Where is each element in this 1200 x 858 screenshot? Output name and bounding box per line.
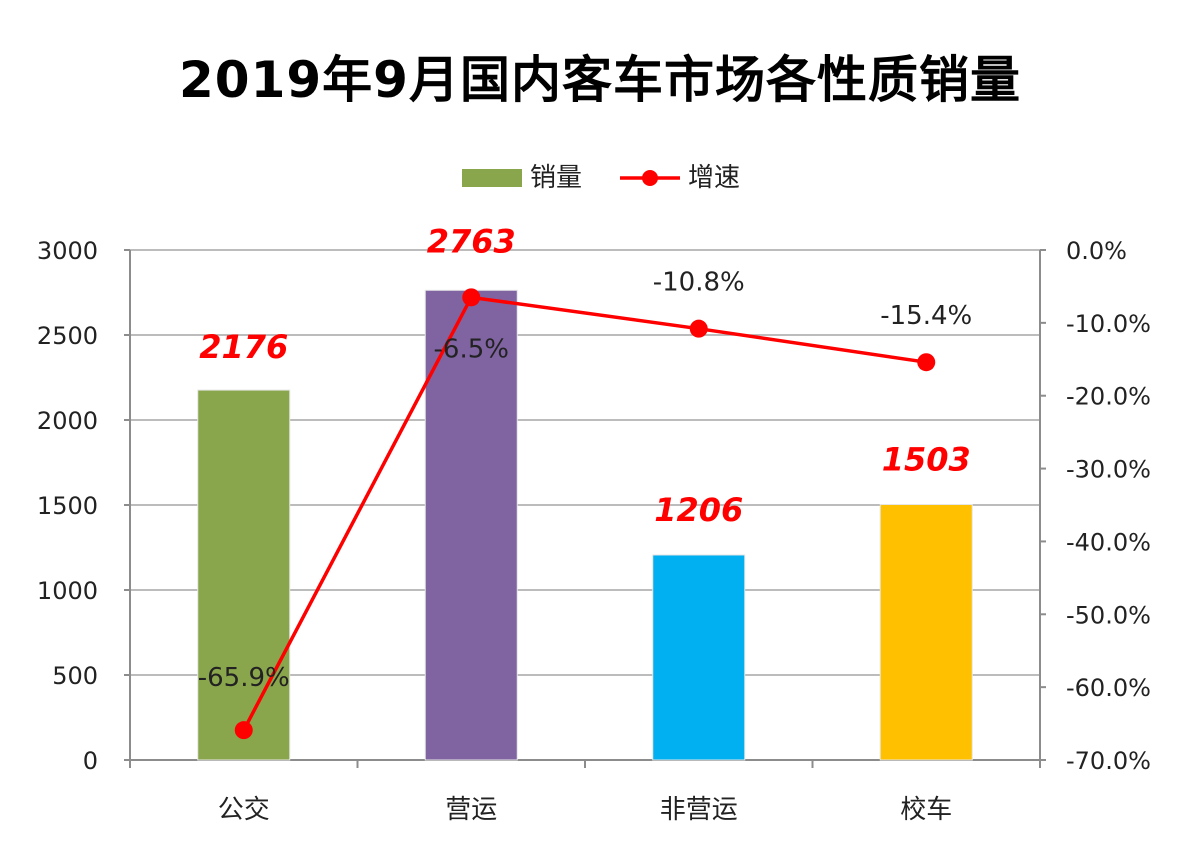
bar-value-label: 1503	[882, 440, 971, 478]
growth-point	[689, 319, 708, 338]
data-labels: 2176 2763 1206 1503 -65.9% -6.5% -10.8% -15.4%	[198, 222, 972, 693]
left-tick-label: 2000	[37, 407, 98, 435]
growth-point	[462, 288, 481, 307]
left-tick-label: 2500	[37, 322, 98, 350]
growth-value-label: -15.4%	[880, 301, 972, 331]
x-tick-label: 公交	[218, 795, 270, 825]
growth-point	[234, 721, 253, 740]
bar	[424, 289, 518, 761]
left-tick-label: 1000	[37, 577, 98, 605]
right-tick-label: -50.0%	[1066, 601, 1151, 629]
right-tick-label: -20.0%	[1066, 383, 1151, 411]
bar	[879, 503, 973, 761]
right-tick-label: -60.0%	[1066, 674, 1151, 702]
bar-value-label: 1206	[654, 491, 743, 529]
left-tick-label: 500	[52, 662, 98, 690]
x-tick-label: 校车	[900, 795, 952, 825]
left-tick-label: 1500	[37, 492, 98, 520]
bar	[197, 389, 291, 761]
growth-line	[242, 295, 927, 731]
growth-value-label: -65.9%	[198, 663, 290, 693]
x-tick-label: 非营运	[660, 795, 738, 825]
legend-swatch-dot	[642, 170, 658, 186]
right-tick-label: -10.0%	[1066, 310, 1151, 338]
bar-series	[197, 289, 973, 761]
right-tick-label: -40.0%	[1066, 528, 1151, 556]
chart-title: 2019年9月国内客车市场各性质销量	[179, 51, 1021, 109]
bar-value-label: 2763	[427, 222, 516, 260]
x-tick-label: 营运	[445, 795, 497, 825]
bar-value-label: 2176	[199, 328, 288, 366]
left-tick-label: 0	[83, 747, 98, 775]
growth-point	[917, 353, 936, 372]
line-series	[234, 288, 936, 740]
legend-label: 增速	[688, 163, 740, 193]
right-tick-label: -30.0%	[1066, 456, 1151, 484]
bar	[652, 554, 746, 761]
growth-value-label: -6.5%	[434, 334, 509, 364]
growth-value-label: -10.8%	[653, 268, 745, 298]
legend: 销量 增速	[462, 163, 740, 193]
left-tick-label: 3000	[37, 237, 98, 265]
right-tick-label: 0.0%	[1066, 237, 1127, 265]
legend-swatch-bar	[462, 169, 522, 187]
right-tick-label: -70.0%	[1066, 747, 1151, 775]
legend-label: 销量	[530, 163, 582, 193]
